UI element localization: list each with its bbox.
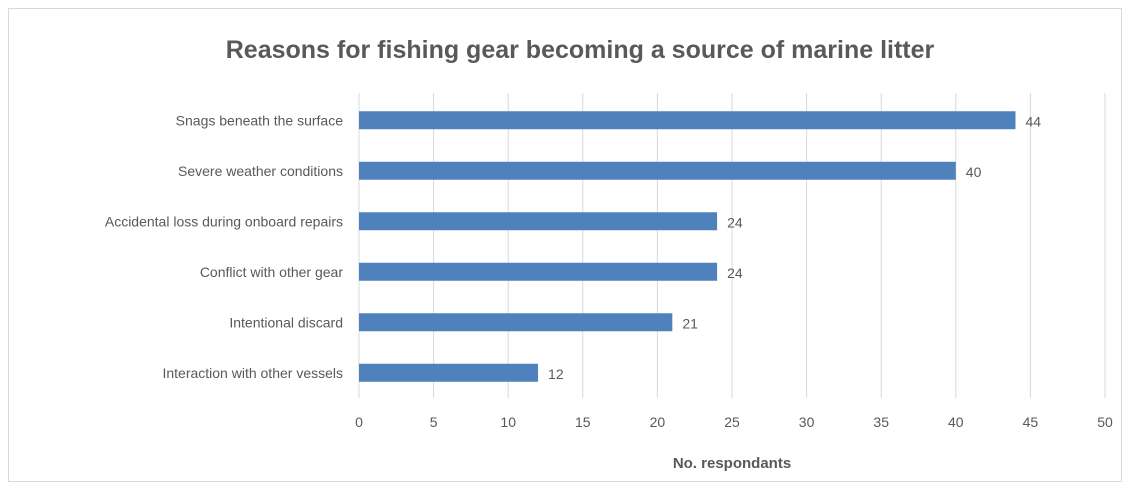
category-labels: Snags beneath the surface Severe weather … <box>105 112 343 381</box>
x-tick-label: 20 <box>650 414 666 430</box>
x-tick-label: 15 <box>575 414 591 430</box>
data-labels: 44 40 24 24 21 12 <box>548 113 1041 382</box>
bar <box>359 363 539 382</box>
bar <box>359 313 673 332</box>
bar <box>359 262 718 281</box>
x-tick-label: 40 <box>948 414 964 430</box>
x-tick-labels: 0 5 10 15 20 25 30 35 40 45 50 <box>355 414 1113 430</box>
chart-frame <box>8 8 1122 482</box>
bars <box>359 111 1016 382</box>
x-tick-label: 0 <box>355 414 363 430</box>
category-label: Severe weather conditions <box>178 163 343 179</box>
chart-title: Reasons for fishing gear becoming a sour… <box>226 36 935 64</box>
category-label: Interaction with other vessels <box>162 365 343 381</box>
x-tick-label: 25 <box>724 414 740 430</box>
x-axis-title: No. respondants <box>673 455 791 472</box>
category-label: Snags beneath the surface <box>176 112 344 128</box>
x-tick-label: 5 <box>430 414 438 430</box>
data-label: 21 <box>682 315 698 331</box>
x-tick-label: 35 <box>873 414 889 430</box>
category-label: Accidental loss during onboard repairs <box>105 213 343 229</box>
x-tick-label: 10 <box>500 414 516 430</box>
bar <box>359 212 718 231</box>
data-label: 12 <box>548 366 564 382</box>
x-tick-label: 45 <box>1023 414 1039 430</box>
data-label: 44 <box>1025 113 1041 129</box>
data-label: 24 <box>727 265 743 281</box>
data-label: 40 <box>966 164 982 180</box>
gridlines <box>358 93 1106 398</box>
bar <box>359 161 956 180</box>
bar <box>359 111 1016 130</box>
x-tick-label: 50 <box>1097 414 1113 430</box>
category-label: Conflict with other gear <box>200 264 344 280</box>
data-label: 24 <box>727 214 743 230</box>
x-tick-label: 30 <box>799 414 815 430</box>
category-label: Intentional discard <box>229 314 343 330</box>
